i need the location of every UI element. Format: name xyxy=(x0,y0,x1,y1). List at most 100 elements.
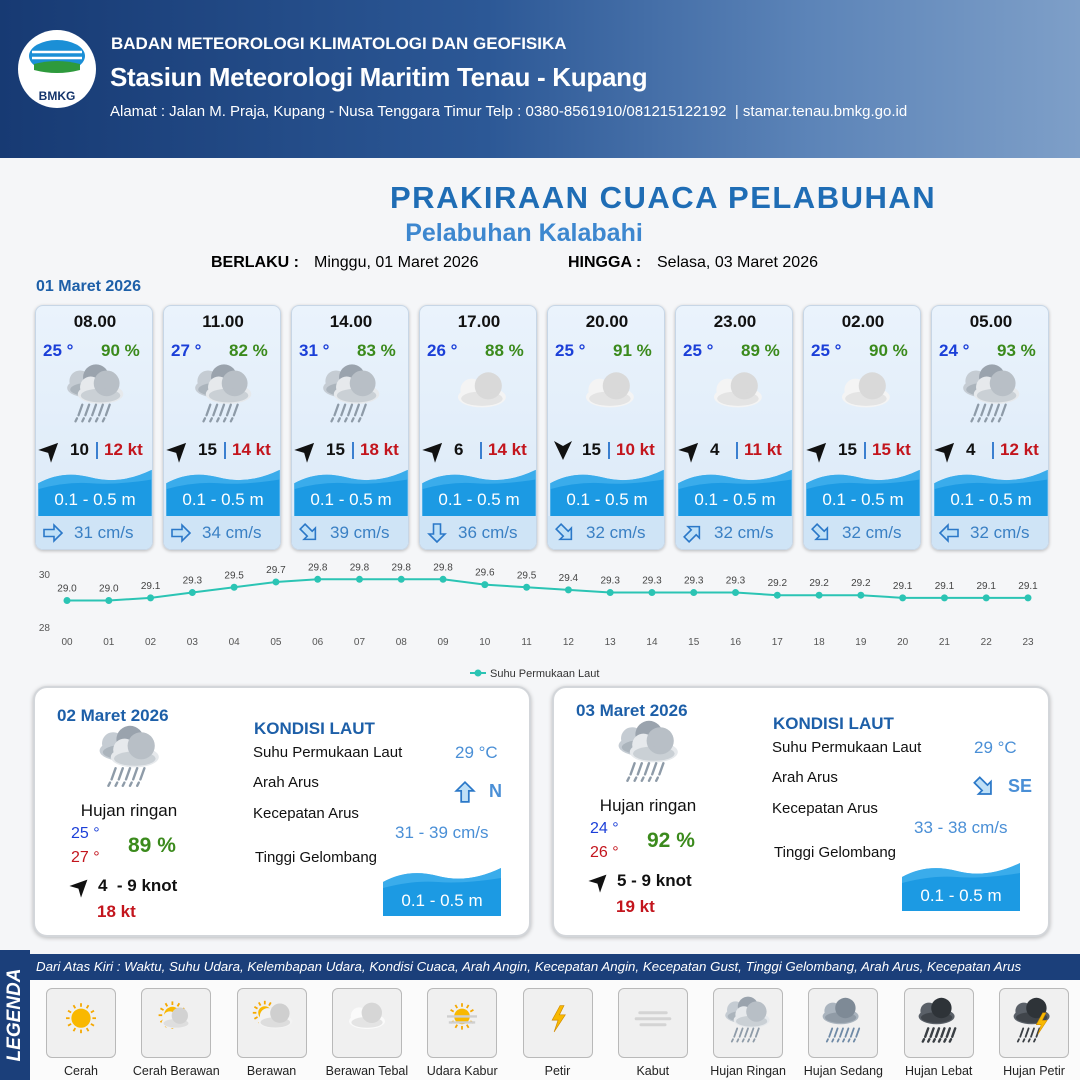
icon-part xyxy=(658,762,665,776)
icon-part xyxy=(942,1038,947,1043)
day-wind: 5 - 9 knot xyxy=(617,871,692,890)
icon-part xyxy=(934,442,955,463)
wind-speed: 15 xyxy=(838,440,857,459)
icon-part xyxy=(749,1027,755,1038)
forecast-card: 20.00 25 ° 91 % 15 10 kt 0.1 - 0.5 m 32 cm/s xyxy=(547,305,665,550)
sst-point xyxy=(272,578,280,586)
icon-part xyxy=(333,403,340,417)
icon-part xyxy=(626,776,631,783)
x-tick-label: 06 xyxy=(312,637,324,648)
value-label: 29.0 xyxy=(57,584,77,595)
current-speed-range: 33 - 38 cm/s xyxy=(914,818,1008,837)
icon-part xyxy=(90,1009,95,1014)
icon-part xyxy=(847,1038,851,1043)
legend-strip xyxy=(0,950,30,1080)
sst-point xyxy=(230,583,238,591)
icon-part xyxy=(647,776,652,783)
value-label: 29.2 xyxy=(851,578,871,589)
current-dir-label: Arah Arus xyxy=(772,769,838,786)
icon-part xyxy=(640,776,645,783)
sst-point xyxy=(63,597,71,604)
icon-part xyxy=(839,1027,845,1038)
icon-part xyxy=(212,403,219,417)
sst-label: Suhu Permukaan Laut xyxy=(253,744,403,761)
icon-part xyxy=(754,1027,760,1038)
sst-value: 29 °C xyxy=(455,743,498,762)
icon-part xyxy=(929,1027,935,1038)
current-speed: 34 cm/s xyxy=(202,523,262,542)
current-speed: 32 cm/s xyxy=(586,523,646,542)
sst-point xyxy=(314,575,322,583)
wind-direction xyxy=(806,442,827,463)
icon-part xyxy=(202,417,207,423)
forecast-card: 08.00 25 ° 90 % 10 12 kt 0.1 - 0.5 m 31 cm/s xyxy=(35,305,153,550)
page-subtitle: Pelabuhan Kalabahi xyxy=(405,219,643,247)
icon-part xyxy=(294,469,408,490)
icon-part xyxy=(937,1038,942,1043)
icon-part xyxy=(357,417,362,423)
legend-icon xyxy=(1013,997,1050,1043)
icon-part xyxy=(1027,1038,1031,1043)
icon-part xyxy=(454,1004,459,1009)
icon-part xyxy=(850,1027,856,1038)
icon-part xyxy=(457,372,506,408)
sst-point xyxy=(606,589,614,597)
weather-icon xyxy=(585,372,634,408)
sst-point xyxy=(397,575,405,583)
day-gust: 19 kt xyxy=(616,897,655,916)
value-label: 29.3 xyxy=(726,576,746,587)
time: 11.00 xyxy=(202,312,244,331)
icon-part xyxy=(1016,1038,1020,1043)
icon-part xyxy=(107,767,146,788)
sst-point xyxy=(773,591,781,599)
icon-part xyxy=(837,1038,841,1043)
time: 02.00 xyxy=(841,312,885,331)
icon-part xyxy=(993,403,1000,417)
current-dir-arrow xyxy=(454,780,476,803)
x-tick-label: 22 xyxy=(981,637,993,648)
current-direction xyxy=(171,523,192,543)
legend-icon xyxy=(822,997,861,1043)
legend-title: LEGENDA xyxy=(4,968,25,1062)
icon-part xyxy=(853,1038,857,1043)
value-label: 29.3 xyxy=(684,576,704,587)
icon-part xyxy=(67,1023,72,1027)
icon-part xyxy=(970,403,1007,423)
valid-from: Minggu, 01 Maret 2026 xyxy=(314,254,479,271)
legend-icon-box xyxy=(617,988,688,1058)
current-direction xyxy=(555,523,573,541)
icon-part xyxy=(257,1003,292,1029)
sst-point xyxy=(899,594,907,602)
icon-part xyxy=(945,1027,951,1038)
legend-item: Petir xyxy=(544,1064,571,1078)
wave-height: 0.1 - 0.5 m xyxy=(438,490,520,509)
icon-part xyxy=(166,442,187,463)
forecast-card: 02.00 25 ° 90 % 15 15 kt 0.1 - 0.5 m 32 cm/s xyxy=(803,305,921,550)
wind-direction xyxy=(166,442,187,463)
icon-part xyxy=(101,417,106,423)
icon-part xyxy=(1022,1038,1026,1043)
wave-height: 0.1 - 0.5 m xyxy=(54,490,136,509)
forecast-card: 11.00 27 ° 82 % 15 14 kt 0.1 - 0.5 m 34 cm/s xyxy=(163,305,281,550)
legend-icon xyxy=(447,1003,478,1030)
logo-text: BMKG xyxy=(38,89,76,103)
icon-part xyxy=(736,1038,740,1043)
icon-part xyxy=(267,1001,272,1006)
icon-part xyxy=(717,391,759,406)
legend-item: Berawan Tebal xyxy=(325,1064,409,1078)
air-temp: 25 ° xyxy=(811,341,842,360)
wind-speed: 6 xyxy=(454,440,464,459)
icon-part xyxy=(161,1007,191,1029)
current-speed: 32 cm/s xyxy=(970,523,1030,542)
wave-label: Tinggi Gelombang xyxy=(255,849,378,866)
humidity: 83 % xyxy=(357,341,396,360)
sst-point xyxy=(857,591,865,599)
day-wave-height: 0.1 - 0.5 m xyxy=(401,891,483,910)
icon-part xyxy=(38,442,59,463)
legend-description: Dari Atas Kiri : Waktu, Suhu Udara, Kele… xyxy=(36,959,1022,974)
icon-part xyxy=(744,1027,749,1038)
x-tick-label: 14 xyxy=(646,637,658,648)
wave-band xyxy=(550,469,664,516)
current-direction xyxy=(427,523,447,544)
sst-point xyxy=(439,575,447,583)
